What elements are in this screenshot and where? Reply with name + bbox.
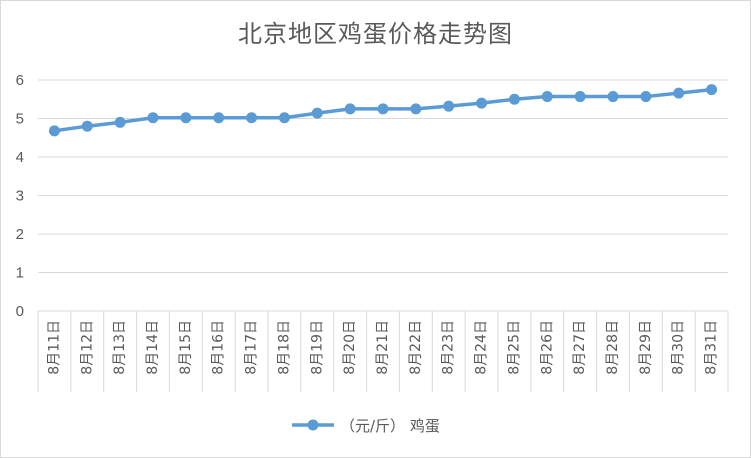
- grid-lines: [38, 79, 728, 312]
- x-tick-label: 8月13日: [112, 320, 128, 375]
- y-tick-label: 1: [16, 265, 24, 282]
- x-tick-label: 8月19日: [309, 320, 325, 375]
- data-point: [81, 120, 93, 132]
- x-tick-label: 8月17日: [244, 320, 260, 375]
- legend: （元/斤） 鸡蛋: [292, 417, 440, 435]
- x-tick-label: 8月30日: [671, 320, 687, 375]
- data-point: [213, 112, 225, 124]
- data-point: [574, 91, 586, 103]
- data-point: [377, 103, 389, 115]
- data-point: [673, 87, 685, 99]
- x-tick-label: 8月16日: [211, 320, 227, 375]
- y-axis: 0 1 2 3 4 5 6: [16, 72, 24, 320]
- legend-label: （元/斤） 鸡蛋: [340, 417, 440, 435]
- y-tick-label: 2: [16, 226, 24, 243]
- data-point: [180, 112, 192, 124]
- data-point: [706, 84, 718, 96]
- data-point: [443, 100, 455, 112]
- data-point: [476, 97, 488, 109]
- data-point: [607, 91, 619, 103]
- x-tick-label: 8月14日: [145, 320, 161, 375]
- data-point: [48, 125, 60, 137]
- x-axis: 8月11日 8月12日 8月13日 8月14日 8月15日 8月16日 8月17日 8月18日…: [37, 311, 729, 392]
- data-point: [410, 103, 422, 115]
- series-eggs: [48, 84, 718, 137]
- x-tick-label: 8月29日: [638, 320, 654, 375]
- data-point: [640, 91, 652, 103]
- data-point: [508, 93, 520, 105]
- x-tick-label: 8月21日: [375, 320, 391, 375]
- x-tick-label: 8月24日: [474, 320, 490, 375]
- data-point: [147, 112, 159, 124]
- data-point: [311, 107, 323, 119]
- x-tick-label: 8月12日: [79, 320, 95, 375]
- x-tick-label: 8月15日: [178, 320, 194, 375]
- y-tick-label: 5: [16, 111, 24, 128]
- y-tick-label: 4: [16, 149, 24, 166]
- data-point: [278, 112, 290, 124]
- x-tick-label: 8月25日: [506, 320, 522, 375]
- data-point: [114, 116, 126, 128]
- data-point: [246, 112, 258, 124]
- x-tick-label: 8月31日: [704, 320, 720, 375]
- x-tick-label: 8月22日: [408, 320, 424, 375]
- x-tick-label: 8月18日: [276, 320, 292, 375]
- y-tick-label: 3: [16, 188, 24, 205]
- x-tick-label: 8月28日: [605, 320, 621, 375]
- y-tick-label: 6: [16, 72, 24, 89]
- x-tick-label: 8月23日: [441, 320, 457, 375]
- data-point: [541, 91, 553, 103]
- chart-title: 北京地区鸡蛋价格走势图: [238, 20, 513, 48]
- data-point: [344, 103, 356, 115]
- x-tick-label: 8月26日: [539, 320, 555, 375]
- x-tick-label: 8月11日: [46, 320, 62, 375]
- y-tick-label: 0: [16, 303, 24, 320]
- x-tick-label: 8月27日: [572, 320, 588, 375]
- x-tick-label: 8月20日: [342, 320, 358, 375]
- legend-marker: [307, 419, 319, 431]
